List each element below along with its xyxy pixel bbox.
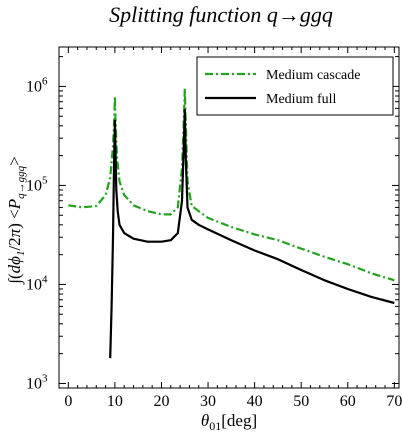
series-lines: [68, 87, 395, 359]
y-tick-label: 105: [26, 174, 48, 194]
x-tick-label: 60: [340, 393, 356, 410]
plot-frame: [58, 46, 400, 389]
y-axis: 103 104 105 106: [26, 56, 399, 392]
legend-box: [196, 56, 394, 116]
legend-label-medium-cascade: Medium cascade: [266, 68, 360, 83]
y-tick-label: 106: [26, 75, 48, 95]
y-tick-label: 103: [26, 372, 48, 392]
x-tick-label: 20: [153, 393, 169, 410]
x-axis: 0 10 20 30 40 50 60 70: [64, 47, 402, 410]
series-line-medium-full: [109, 108, 395, 359]
y-tick-label: 104: [26, 273, 48, 293]
chart-title: Splitting function q→ggq: [109, 2, 333, 27]
x-axis-label: θ01[deg]: [201, 411, 257, 433]
y-axis-label: ∫(dϕ1/2π) <Pq→ggq>: [5, 156, 27, 284]
x-tick-label: 50: [293, 393, 309, 410]
legend-label-medium-full: Medium full: [266, 92, 336, 107]
series-line-medium-cascade: [68, 87, 395, 282]
x-tick-label: 30: [200, 393, 216, 410]
legend: Medium cascade Medium full: [196, 56, 394, 116]
x-tick-label: 40: [247, 393, 263, 410]
x-tick-label: 10: [107, 393, 123, 410]
x-tick-label: 0: [64, 393, 72, 410]
x-tick-label: 70: [386, 393, 402, 410]
